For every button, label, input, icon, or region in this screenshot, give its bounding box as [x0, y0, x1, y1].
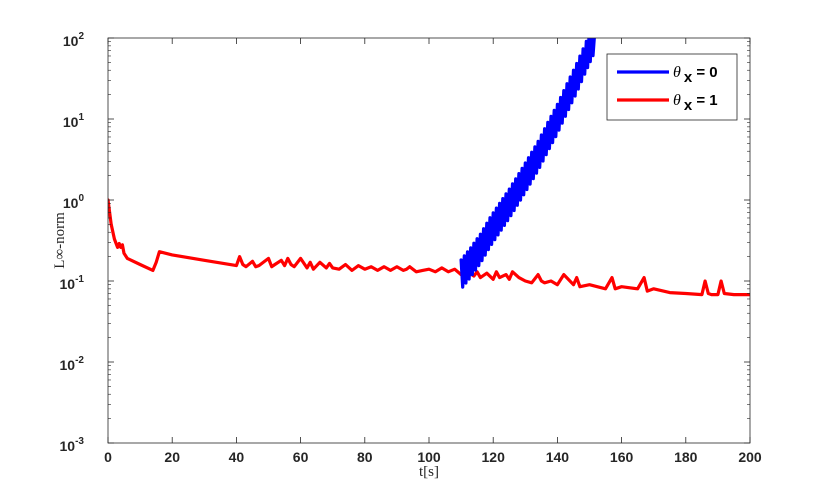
x-tick-label: 0: [104, 449, 112, 465]
x-tick-label: 40: [229, 449, 245, 465]
x-tick-label: 100: [417, 449, 441, 465]
x-tick-label: 160: [610, 449, 634, 465]
x-tick-label: 200: [738, 449, 762, 465]
x-tick-label: 120: [482, 449, 506, 465]
x-tick-label: 80: [357, 449, 373, 465]
series-line-0: [459, 38, 596, 289]
x-tick-label: 20: [164, 449, 180, 465]
y-axis-label: L∞-norm: [52, 212, 68, 269]
y-tick-label: 10-3: [60, 436, 85, 454]
x-tick-label: 180: [674, 449, 698, 465]
y-tick-label: 10-2: [60, 355, 85, 373]
x-axis-label: t[s]: [419, 464, 439, 480]
y-tick-label: 101: [63, 112, 85, 130]
y-tick-label: 10-1: [60, 274, 85, 292]
y-tick-label: 102: [63, 31, 85, 49]
legend-box: [606, 53, 738, 121]
x-tick-label: 140: [546, 449, 570, 465]
y-tick-label: 100: [63, 193, 85, 211]
x-tick-label: 60: [293, 449, 309, 465]
series-line-1: [108, 198, 750, 297]
